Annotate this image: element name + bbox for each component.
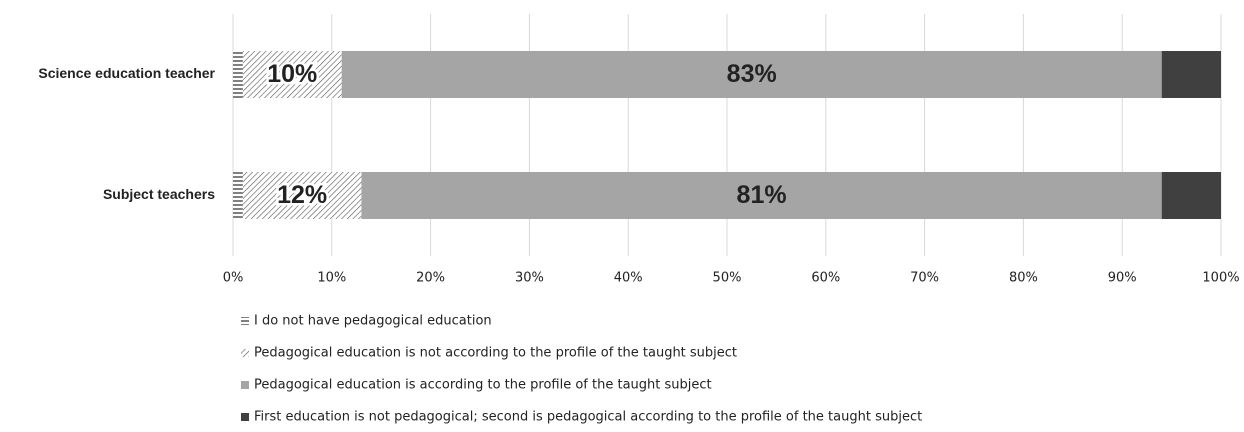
- x-tick-label: 10%: [317, 271, 346, 286]
- bar-segment: [233, 172, 243, 219]
- legend-label: First education is not pedagogical; seco…: [254, 410, 922, 425]
- legend-swatch: [241, 413, 249, 421]
- data-label: 83%: [727, 60, 777, 88]
- x-tick-label: 100%: [1202, 271, 1239, 286]
- data-label: 10%: [267, 60, 317, 88]
- data-label: 81%: [737, 181, 787, 209]
- bar-segment: [341, 51, 1162, 98]
- bar-segment: [361, 172, 1162, 219]
- legend-label: I do not have pedagogical education: [254, 314, 492, 329]
- legend-label: Pedagogical education is according to th…: [254, 378, 712, 393]
- category-label: Science education teacher: [38, 65, 215, 81]
- x-tick-label: 0%: [223, 271, 244, 286]
- x-tick-label: 90%: [1108, 271, 1137, 286]
- x-tick-label: 50%: [713, 271, 742, 286]
- legend-swatch: [241, 317, 249, 325]
- category-label: Subject teachers: [103, 186, 215, 202]
- x-tick-label: 40%: [614, 271, 643, 286]
- legend-swatch: [241, 349, 249, 357]
- x-tick-label: 60%: [811, 271, 840, 286]
- x-tick-label: 20%: [416, 271, 445, 286]
- x-tick-label: 30%: [515, 271, 544, 286]
- bar-segment: [233, 51, 243, 98]
- bar-segment: [242, 51, 342, 98]
- x-tick-label: 70%: [910, 271, 939, 286]
- legend-label: Pedagogical education is not according t…: [254, 346, 737, 361]
- bar-segment: [1161, 172, 1221, 219]
- legend-swatch: [241, 381, 249, 389]
- x-tick-label: 80%: [1009, 271, 1038, 286]
- data-label: 12%: [277, 181, 327, 209]
- bar-segment: [1161, 51, 1221, 98]
- bar-segment: [242, 172, 362, 219]
